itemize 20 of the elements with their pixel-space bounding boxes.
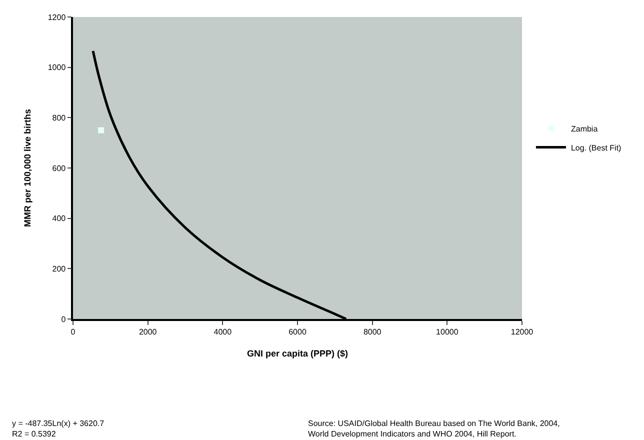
y-tick-label: 800 xyxy=(52,113,66,122)
x-tick-label: 12000 xyxy=(510,327,534,336)
x-tick-label: 4000 xyxy=(214,327,232,336)
x-tick-label: 6000 xyxy=(288,327,307,336)
legend-label: Zambia xyxy=(570,124,598,134)
y-tick-label: 1000 xyxy=(48,63,66,72)
x-tick-label: 10000 xyxy=(436,327,459,336)
y-tick-label: 1200 xyxy=(48,12,66,22)
legend-label: Log. (Best Fit) xyxy=(570,143,622,152)
y-tick-label: 0 xyxy=(61,314,66,324)
y-tick-label: 400 xyxy=(52,214,66,224)
y-tick-label: 200 xyxy=(52,264,66,274)
x-tick-label: 2000 xyxy=(138,327,158,336)
x-tick-label: 0 xyxy=(70,327,76,336)
source-note: Source: USAID/Global Health Bureau based on The World Bank, 2004, World Development Indicators and WHO 2004, Hill Report. xyxy=(308,419,560,438)
y-axis-title: MMR per 100,000 live births xyxy=(22,108,33,228)
x-tick-label: 8000 xyxy=(363,327,382,336)
y-tick-label: 600 xyxy=(52,164,66,173)
text: y = -487.35Ln(x) + 3620.7 R2 = 0.5392 xyxy=(12,419,105,438)
x-axis-title: GNI per capita (PPP) ($) xyxy=(246,348,348,359)
